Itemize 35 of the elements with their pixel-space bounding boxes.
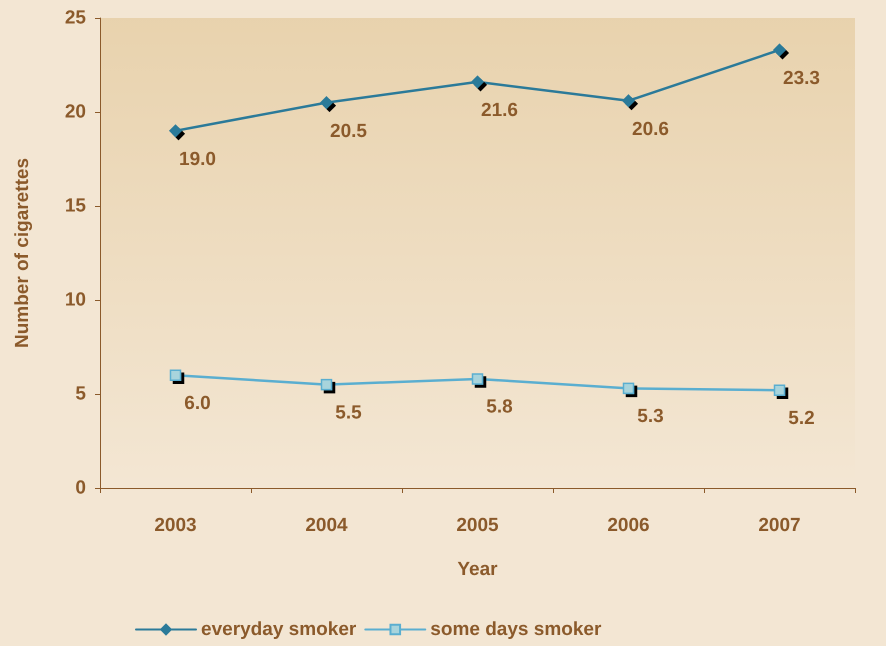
- data-label: 5.3: [637, 406, 664, 428]
- point: [472, 373, 484, 385]
- point: [773, 44, 786, 56]
- point: [320, 96, 333, 109]
- data-label: 21.6: [481, 100, 518, 122]
- data-label: 5.5: [335, 402, 362, 424]
- point: [471, 76, 484, 88]
- data-label: 20.5: [330, 120, 368, 142]
- point: [170, 369, 182, 381]
- point: [169, 124, 182, 138]
- data-label: 23.3: [783, 68, 820, 90]
- legend-label: some days smoker: [430, 619, 602, 640]
- legend-label: everyday smoker: [201, 619, 357, 640]
- y-tick-label: 5: [75, 384, 86, 404]
- y-tick-label: 20: [64, 102, 86, 122]
- point: [622, 382, 634, 394]
- point: [774, 384, 786, 396]
- data-label: 19.0: [179, 149, 216, 170]
- data-label: 6.0: [184, 392, 211, 414]
- data-label: 5.2: [788, 408, 815, 429]
- y-tick-label: 15: [64, 196, 86, 216]
- data-label: 5.8: [486, 396, 513, 418]
- data-label: 20.6: [632, 118, 669, 140]
- x-tick-label: 2003: [154, 515, 197, 536]
- y-tick-label: 0: [75, 478, 86, 498]
- x-tick-label: 2006: [607, 515, 650, 536]
- y-tick-label: 25: [64, 8, 86, 28]
- x-axis-title: Year: [457, 559, 498, 580]
- point: [622, 94, 635, 107]
- y-tick-label: 10: [64, 290, 86, 310]
- y-axis-title: Number of cigarettes: [12, 158, 33, 348]
- x-tick-label: 2007: [758, 515, 801, 536]
- x-tick-label: 2004: [305, 515, 348, 536]
- point: [320, 378, 332, 390]
- x-tick-label: 2005: [456, 515, 500, 536]
